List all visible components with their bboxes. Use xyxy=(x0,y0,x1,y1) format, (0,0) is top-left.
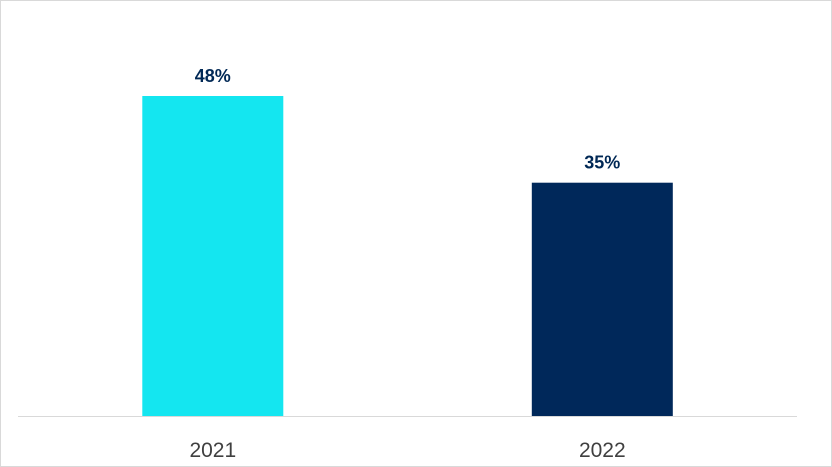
value-label-2022: 35% xyxy=(584,153,620,173)
x-tick-label-2022: 2022 xyxy=(579,439,626,462)
bars-group xyxy=(142,96,673,416)
value-labels-group: 48% 35% xyxy=(195,66,621,173)
x-tick-label-2021: 2021 xyxy=(189,439,236,462)
value-label-2021: 48% xyxy=(195,66,231,86)
x-tick-labels-group: 2021 2022 xyxy=(189,439,625,462)
bar-2021 xyxy=(142,96,284,416)
bar-2022 xyxy=(531,182,673,416)
